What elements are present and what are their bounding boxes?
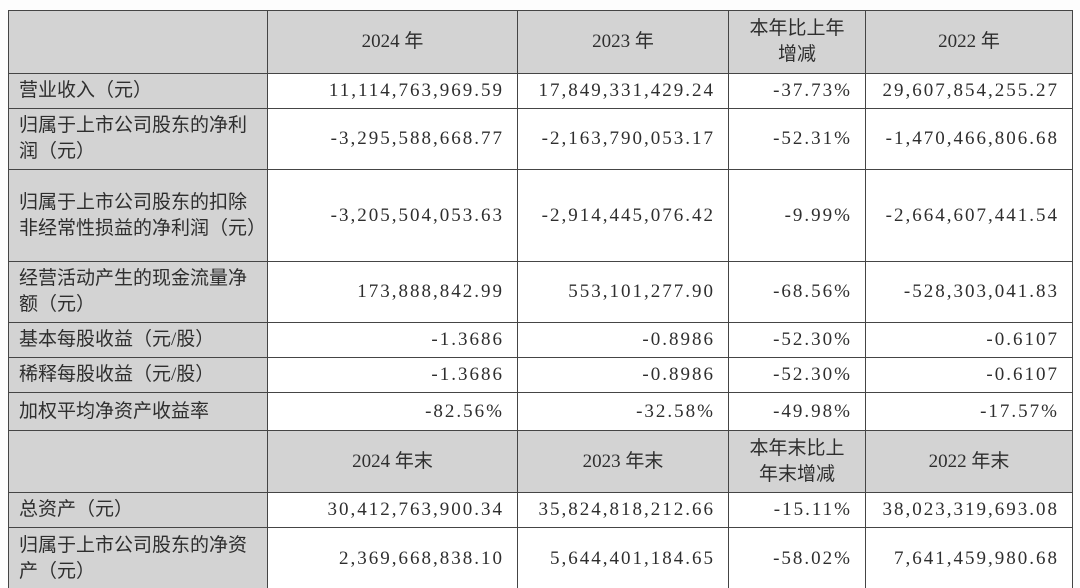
header-year-2023: 2023 年 <box>517 10 729 74</box>
row-label: 归属于上市公司股东的扣除非经常性损益的净利润（元） <box>8 169 268 262</box>
value-2024: 2,369,668,838.10 <box>267 527 518 588</box>
value-2023: 5,644,401,184.65 <box>517 527 729 588</box>
value-2023: 17,849,331,429.24 <box>517 73 729 109</box>
header-year-2022: 2022 年 <box>865 10 1073 74</box>
header-year-end-2022: 2022 年末 <box>865 430 1073 493</box>
value-change: -58.02% <box>728 527 866 588</box>
value-2022: -0.6107 <box>865 357 1073 393</box>
header-blank-cell <box>8 10 268 74</box>
table-row-weighted-avg-roe: 加权平均净资产收益率 -82.56% -32.58% -49.98% -17.5… <box>8 392 1073 431</box>
value-2024: -3,205,504,053.63 <box>267 169 518 262</box>
table-row-revenue: 营业收入（元） 11,114,763,969.59 17,849,331,429… <box>8 73 1073 109</box>
header-yoy-change: 本年比上年 增减 <box>728 10 866 74</box>
value-2022: -528,303,041.83 <box>865 261 1073 323</box>
value-change: -68.56% <box>728 261 866 323</box>
value-2023: -0.8986 <box>517 357 729 393</box>
row-label: 营业收入（元） <box>8 73 268 109</box>
header-year-end-2023: 2023 年末 <box>517 430 729 493</box>
table-row-diluted-eps: 稀释每股收益（元/股） -1.3686 -0.8986 -52.30% -0.6… <box>8 357 1073 393</box>
value-2022: 29,607,854,255.27 <box>865 73 1073 109</box>
value-2023: -0.8986 <box>517 322 729 358</box>
row-label: 基本每股收益（元/股） <box>8 322 268 358</box>
value-2022: -17.57% <box>865 392 1073 431</box>
value-change: -52.30% <box>728 322 866 358</box>
header-row-year-end: 2024 年末 2023 年末 本年末比上 年末增减 2022 年末 <box>8 430 1073 493</box>
table-row-basic-eps: 基本每股收益（元/股） -1.3686 -0.8986 -52.30% -0.6… <box>8 322 1073 358</box>
value-2024: 173,888,842.99 <box>267 261 518 323</box>
value-2023: -2,914,445,076.42 <box>517 169 729 262</box>
value-change: -9.99% <box>728 169 866 262</box>
value-2022: -1,470,466,806.68 <box>865 108 1073 170</box>
row-label: 加权平均净资产收益率 <box>8 392 268 431</box>
value-change: -49.98% <box>728 392 866 431</box>
value-2024: -1.3686 <box>267 322 518 358</box>
value-2022: -0.6107 <box>865 322 1073 358</box>
row-label: 经营活动产生的现金流量净额（元） <box>8 261 268 323</box>
row-label: 归属于上市公司股东的净利润（元） <box>8 108 268 170</box>
row-label: 稀释每股收益（元/股） <box>8 357 268 393</box>
table-row-operating-cash-flow: 经营活动产生的现金流量净额（元） 173,888,842.99 553,101,… <box>8 261 1073 323</box>
value-2024: 30,412,763,900.34 <box>267 492 518 528</box>
header-year-end-2024: 2024 年末 <box>267 430 518 493</box>
value-2022: -2,664,607,441.54 <box>865 169 1073 262</box>
value-change: -37.73% <box>728 73 866 109</box>
value-2023: -32.58% <box>517 392 729 431</box>
value-2022: 38,023,319,693.08 <box>865 492 1073 528</box>
row-label: 总资产（元） <box>8 492 268 528</box>
value-2023: 35,824,818,212.66 <box>517 492 729 528</box>
value-2022: 7,641,459,980.68 <box>865 527 1073 588</box>
financial-summary-table: 2024 年 2023 年 本年比上年 增减 2022 年 营业收入（元） 11… <box>8 10 1073 588</box>
header-blank-cell <box>8 430 268 493</box>
value-2024: -3,295,588,668.77 <box>267 108 518 170</box>
value-2023: 553,101,277.90 <box>517 261 729 323</box>
table-row-net-profit-excl-nonrecurring: 归属于上市公司股东的扣除非经常性损益的净利润（元） -3,205,504,053… <box>8 169 1073 262</box>
value-2023: -2,163,790,053.17 <box>517 108 729 170</box>
header-year-end-change: 本年末比上 年末增减 <box>728 430 866 493</box>
header-year-2024: 2024 年 <box>267 10 518 74</box>
value-change: -52.31% <box>728 108 866 170</box>
value-change: -15.11% <box>728 492 866 528</box>
table-row-total-assets: 总资产（元） 30,412,763,900.34 35,824,818,212.… <box>8 492 1073 528</box>
value-2024: -1.3686 <box>267 357 518 393</box>
value-2024: 11,114,763,969.59 <box>267 73 518 109</box>
table-row-net-assets: 归属于上市公司股东的净资产（元） 2,369,668,838.10 5,644,… <box>8 527 1073 588</box>
value-2024: -82.56% <box>267 392 518 431</box>
header-row-annual: 2024 年 2023 年 本年比上年 增减 2022 年 <box>8 10 1073 74</box>
row-label: 归属于上市公司股东的净资产（元） <box>8 527 268 588</box>
table-row-net-profit: 归属于上市公司股东的净利润（元） -3,295,588,668.77 -2,16… <box>8 108 1073 170</box>
value-change: -52.30% <box>728 357 866 393</box>
